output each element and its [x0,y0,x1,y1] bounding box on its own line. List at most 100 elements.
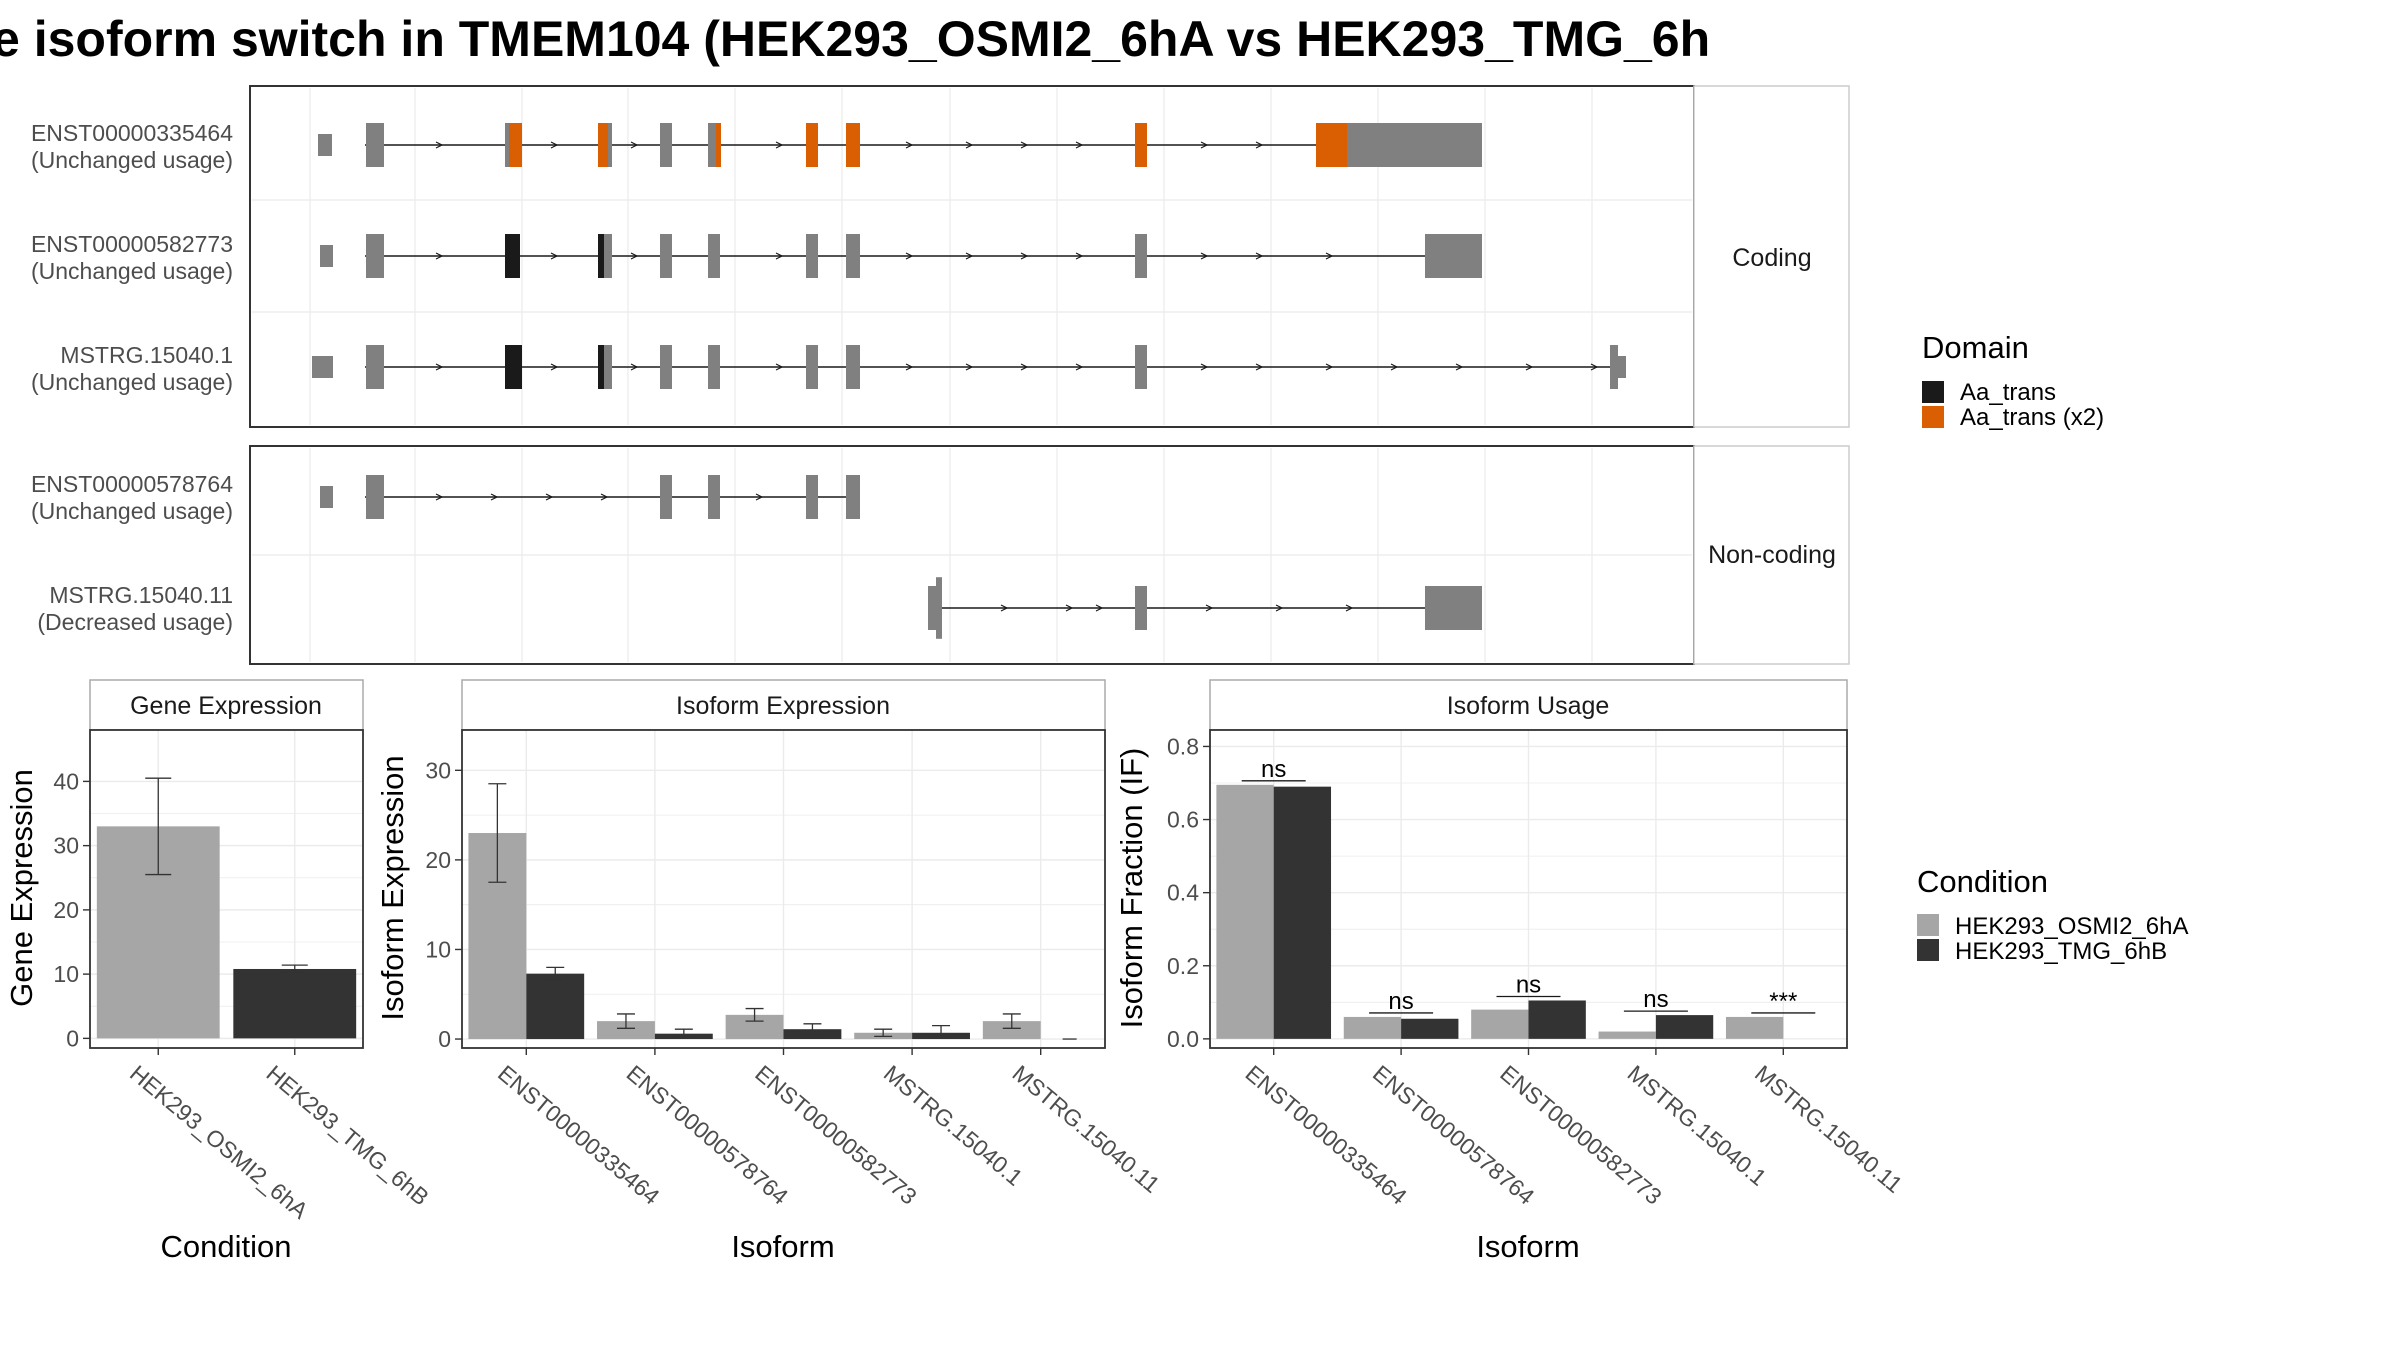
domain-legend-label: Aa_trans (x2) [1960,404,2104,431]
intron-arrow [600,493,609,501]
intron-arrow [755,493,764,501]
domain-block [505,234,520,278]
intron-arrow [1000,604,1009,612]
x-tick-label: MSTRG.15040.11 [1007,1060,1164,1198]
y-tick-label: 0.4 [1167,880,1199,906]
intron-arrow [1065,604,1074,612]
y-tick-label: 40 [53,768,79,794]
bar [597,1021,655,1040]
y-tick-label: 10 [53,961,79,987]
intron-arrow [435,493,444,501]
intron-arrow [1075,363,1084,371]
transcript-track-0 [318,123,1482,167]
exon [806,345,818,389]
y-tick-label: 0.2 [1167,953,1199,979]
domain-legend-key-double [1922,406,1944,428]
x-tick-label: MSTRG.15040.11 [1750,1060,1907,1198]
exon [366,234,378,278]
x-axis-label: Condition [161,1229,292,1264]
strip-noncoding [1693,445,1850,665]
intron-arrow [1390,363,1399,371]
intron-arrow [1255,363,1264,371]
strip-coding-label: Coding [1732,244,1811,272]
intron-arrow [1205,604,1214,612]
transcript-usage-label: (Unchanged usage) [31,147,233,173]
bar [982,1021,1041,1040]
intron-arrow [775,363,784,371]
exon [377,475,384,519]
exon [320,486,333,508]
transcript-id-label: ENST00000582773 [31,231,233,257]
exon [1135,234,1147,278]
isoform-usage-chart: Isoform Usage Isoform Isoform Fraction (… [1114,679,1907,1264]
intron-arrow [1095,604,1104,612]
condition-legend-key-1 [1917,914,1939,936]
transcript-usage-label: (Unchanged usage) [31,498,233,524]
domain-legend-title: Domain [1922,330,2029,365]
intron-arrow [965,252,974,260]
intron-arrow [550,363,559,371]
intron-arrow [905,141,914,149]
exon [660,123,672,167]
strip-coding [1693,85,1850,428]
intron-arrow [1255,252,1264,260]
intron-arrow [1345,604,1354,612]
exon [1610,345,1618,389]
intron-arrow [1200,363,1209,371]
chart-strip-title: Gene Expression [130,692,322,720]
exon [377,123,384,167]
chart-strip-title: Isoform Expression [676,692,890,720]
exon [1425,234,1445,278]
bar [1655,1015,1714,1039]
domain-block [505,345,522,389]
structure-tracks [312,123,1626,639]
exon [1135,586,1147,630]
y-tick-label: 0.0 [1167,1026,1199,1052]
intron-arrow [1075,252,1084,260]
exon [846,475,860,519]
transcript-structure-plot: Coding Non-coding ENST00000335464 (Uncha… [31,85,2104,665]
chart-strip-title: Isoform Usage [1447,692,1610,720]
domain-block [716,123,721,167]
domain-block [598,234,604,278]
y-tick-label: 20 [425,847,451,873]
transcript-track-3 [320,475,860,519]
intron-arrow [550,252,559,260]
y-tick-label: 0.6 [1167,807,1199,833]
intron-arrow [775,141,784,149]
intron-arrow [775,252,784,260]
y-axis-label: Isoform Fraction (IF) [1114,748,1149,1029]
intron-arrow [550,141,559,149]
x-axis-label: Isoform [1476,1229,1579,1264]
y-tick-label: 10 [425,936,451,962]
significance-label: ns [1643,986,1668,1013]
intron-arrow [1200,141,1209,149]
exon [377,345,384,389]
exon [366,345,378,389]
x-axis-label: Isoform [731,1229,834,1264]
intron-arrow [1020,252,1029,260]
y-tick-label: 0 [66,1025,79,1051]
transcript-usage-label: (Unchanged usage) [31,369,233,395]
exon [936,577,942,639]
domain-block [1135,123,1147,167]
intron-arrow [1455,363,1464,371]
intron-arrow [630,363,639,371]
significance-label: *** [1769,988,1797,1015]
condition-legend-label: HEK293_OSMI2_6hA [1955,913,2188,940]
transcript-id-label: MSTRG.15040.11 [49,582,233,608]
y-tick-label: 0.8 [1167,733,1199,759]
exon [1445,234,1482,278]
condition-legend-title: Condition [1917,864,2048,899]
chart-strip [461,679,1106,731]
intron-arrow [905,363,914,371]
exon [318,134,332,156]
domain-block [806,123,818,167]
domain-block [598,123,608,167]
chart-strip [1209,679,1848,731]
intron-arrow [1325,252,1334,260]
transcript-track-4 [928,577,1482,639]
bar [526,973,585,1040]
gene-expression-chart: Gene Expression Condition Gene Expressio… [4,679,434,1264]
bar [233,968,357,1039]
